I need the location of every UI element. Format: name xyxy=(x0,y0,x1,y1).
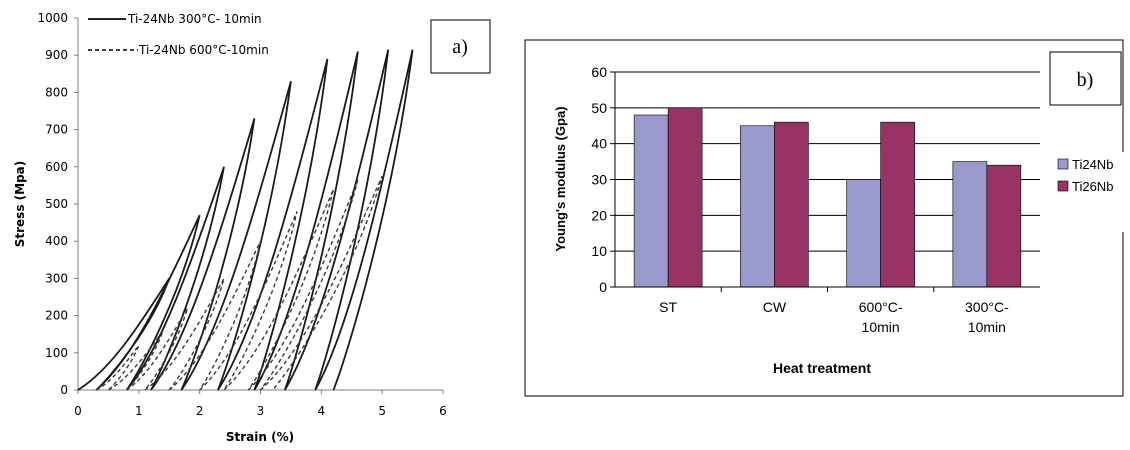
x-category-label: 10min xyxy=(968,319,1006,335)
stress-strain-curves xyxy=(77,49,414,391)
legend-solid-label: Ti-24Nb 300°C- 10min xyxy=(127,12,262,26)
x-axis-title-b: Heat treatment xyxy=(773,360,871,376)
hysteresis-loop-dashed xyxy=(126,307,189,391)
x-category-label: 10min xyxy=(862,319,900,335)
legend-dashed-label: Ti-24Nb 600°C-10min xyxy=(138,43,269,57)
y-tick-label: 100 xyxy=(45,346,68,360)
panel-label-a: a) xyxy=(452,36,468,58)
hysteresis-loop-dashed xyxy=(168,240,262,391)
x-ticks-b: ST CW 600°C- 10min 300°C- 10min xyxy=(659,287,1009,335)
panel-label-box-a xyxy=(430,19,491,74)
bar-ti26nb xyxy=(774,121,809,288)
y-tick-label: 800 xyxy=(45,85,68,99)
y-tick-label: 900 xyxy=(45,48,68,62)
hysteresis-loop-dashed xyxy=(223,188,335,391)
x-tick-label: 6 xyxy=(439,404,447,418)
hysteresis-loop-solid xyxy=(314,49,414,391)
y-tick-label: 300 xyxy=(45,271,68,285)
y-tick-label: 400 xyxy=(45,234,68,248)
x-category-label: 300°C- xyxy=(965,299,1009,315)
hysteresis-loop-dashed xyxy=(108,330,164,391)
stress-strain-chart: 0 100 200 300 400 500 600 700 800 900 1000 0 1 2 3 4 5 6… xyxy=(13,11,491,444)
y-tick-label: 500 xyxy=(45,197,68,211)
y-ticks-a: 0 100 200 300 400 500 600 700 800 900 1000 xyxy=(37,11,78,397)
y-tick-label: 0 xyxy=(599,279,607,295)
y-tick-label: 60 xyxy=(591,64,607,80)
x-tick-label: 5 xyxy=(378,404,386,418)
bar-ti24nb xyxy=(846,179,881,288)
x-tick-label: 4 xyxy=(318,404,326,418)
hysteresis-loop-solid xyxy=(284,49,390,391)
hysteresis-loop-dashed xyxy=(95,344,140,391)
bar-ti24nb xyxy=(633,114,669,288)
hysteresis-loop-dashed xyxy=(247,179,359,391)
legend-swatch-ti26nb xyxy=(1057,180,1069,192)
panel-label-box-b xyxy=(1049,51,1122,106)
y-tick-label: 10 xyxy=(591,243,607,259)
hysteresis-loop-solid xyxy=(253,51,359,391)
bar-ti26nb xyxy=(986,164,1022,288)
bar-ti26nb xyxy=(880,121,915,288)
y-axis-title-a: Stress (Mpa) xyxy=(13,161,27,248)
hysteresis-loop-solid xyxy=(180,81,292,391)
x-category-label: CW xyxy=(763,299,787,315)
y-tick-label: 30 xyxy=(591,172,607,188)
hysteresis-loop-solid xyxy=(125,166,225,391)
y-tick-label: 1000 xyxy=(37,11,68,25)
x-tick-label: 1 xyxy=(135,404,143,418)
x-axis-title-a: Strain (%) xyxy=(226,430,294,444)
y-ticks-b: 0 10 20 30 40 50 60 xyxy=(591,64,615,295)
x-category-label: ST xyxy=(659,299,677,315)
y-tick-label: 20 xyxy=(591,207,607,223)
legend-label-ti24nb: Ti24Nb xyxy=(1072,157,1113,172)
legend-a: Ti-24Nb 300°C- 10min Ti-24Nb 600°C-10min xyxy=(88,12,269,57)
x-tick-label: 0 xyxy=(74,404,82,418)
x-ticks-a: 0 1 2 3 4 5 6 xyxy=(74,390,447,418)
y-tick-label: 200 xyxy=(45,309,68,323)
bar-ti24nb xyxy=(952,161,988,288)
hysteresis-loop-dashed xyxy=(199,211,298,391)
bar-ti24nb xyxy=(740,125,775,288)
bars-b xyxy=(633,107,1022,288)
bar-ti26nb xyxy=(667,107,703,288)
hysteresis-loop-solid xyxy=(217,58,329,391)
y-tick-label: 0 xyxy=(60,383,68,397)
hysteresis-loop-solid xyxy=(95,214,201,391)
legend-swatch-ti24nb xyxy=(1057,158,1069,170)
x-tick-label: 2 xyxy=(196,404,204,418)
y-tick-label: 50 xyxy=(591,100,607,116)
y-tick-label: 40 xyxy=(591,136,607,152)
y-tick-label: 700 xyxy=(45,123,68,137)
panel-label-b: b) xyxy=(1077,69,1094,91)
legend-b: Ti24Nb Ti26Nb xyxy=(1048,152,1130,232)
x-category-label: 600°C- xyxy=(859,299,903,315)
y-axis-title-b: Young's modulus (Gpa) xyxy=(553,106,568,251)
x-tick-label: 3 xyxy=(257,404,265,418)
legend-label-ti26nb: Ti26Nb xyxy=(1072,179,1113,194)
y-tick-label: 600 xyxy=(45,160,68,174)
hysteresis-loop-dashed xyxy=(260,175,383,391)
